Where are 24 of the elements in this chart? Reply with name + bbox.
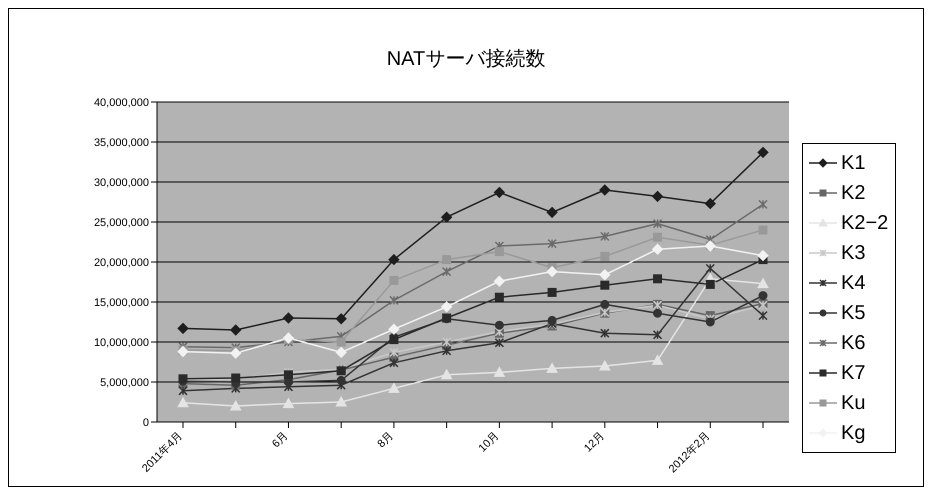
x-tick-label: 6月 [270,430,291,450]
y-tick-label: 30,000,000 [94,176,149,189]
x-tick-label: 8月 [375,430,396,450]
chart-title: NATサーバ接続数 [386,47,546,72]
y-tick-label: 0 [142,416,149,429]
legend-label: K5 [841,302,866,324]
legend-label: K3 [841,242,866,264]
y-tick-label: 5,000,000 [100,376,149,389]
y-tick-label: 10,000,000 [94,336,149,349]
legend-label: K1 [841,152,866,174]
x-tick-label: 12月 [582,430,607,455]
y-tick-label: 40,000,000 [94,96,149,109]
legend-label: K6 [841,332,866,354]
legend-label: Ku [841,392,866,414]
legend-label: Kg [841,422,866,444]
legend-label: K4 [841,272,866,294]
y-tick-label: 25,000,000 [94,216,149,229]
legend-label: K7 [841,362,866,384]
y-tick-label: 20,000,000 [94,256,149,269]
legend-label: K2 [841,182,866,204]
y-tick-label: 35,000,000 [94,136,149,149]
legend-label: K2−2 [841,212,888,234]
x-tick-label: 10月 [476,430,502,455]
y-tick-label: 15,000,000 [94,296,149,309]
